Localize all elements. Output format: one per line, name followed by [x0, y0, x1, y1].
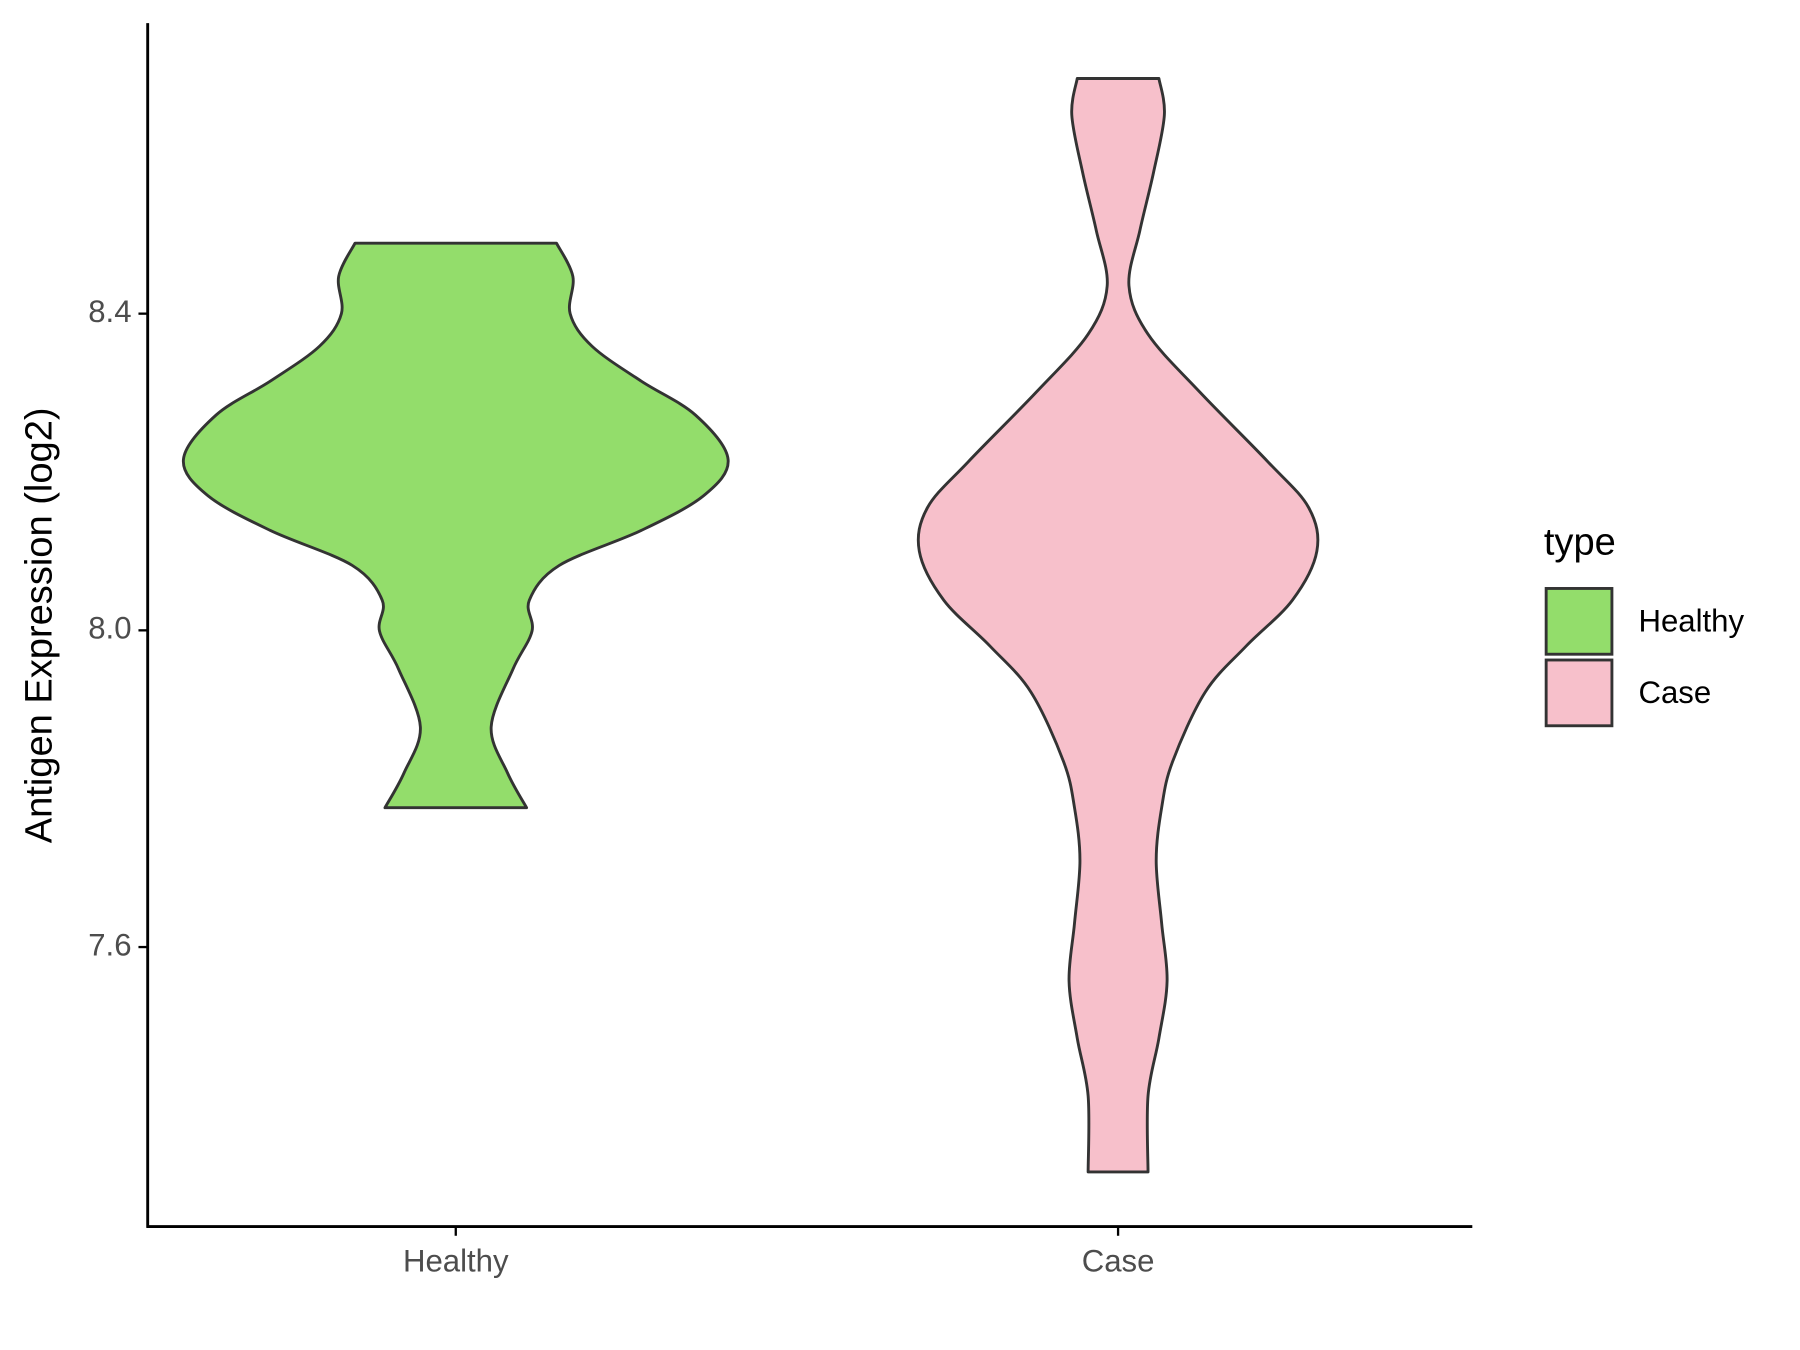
- legend-swatch: [1544, 658, 1614, 728]
- legend-title: type: [1544, 522, 1616, 564]
- legend-label: Healthy: [1638, 603, 1744, 638]
- y-tick-label: 8.0: [88, 611, 131, 646]
- y-tick-label: 7.6: [88, 927, 131, 962]
- x-tick-label: Healthy: [403, 1244, 509, 1279]
- x-tick-label: Case: [1082, 1244, 1155, 1279]
- y-axis-title: Antigen Expression (log2): [19, 407, 61, 843]
- violin: [916, 77, 1320, 1174]
- legend-swatch: [1544, 587, 1614, 656]
- y-tick-label: 8.4: [88, 294, 131, 329]
- legend-label: Case: [1638, 675, 1711, 710]
- violin: [182, 241, 730, 810]
